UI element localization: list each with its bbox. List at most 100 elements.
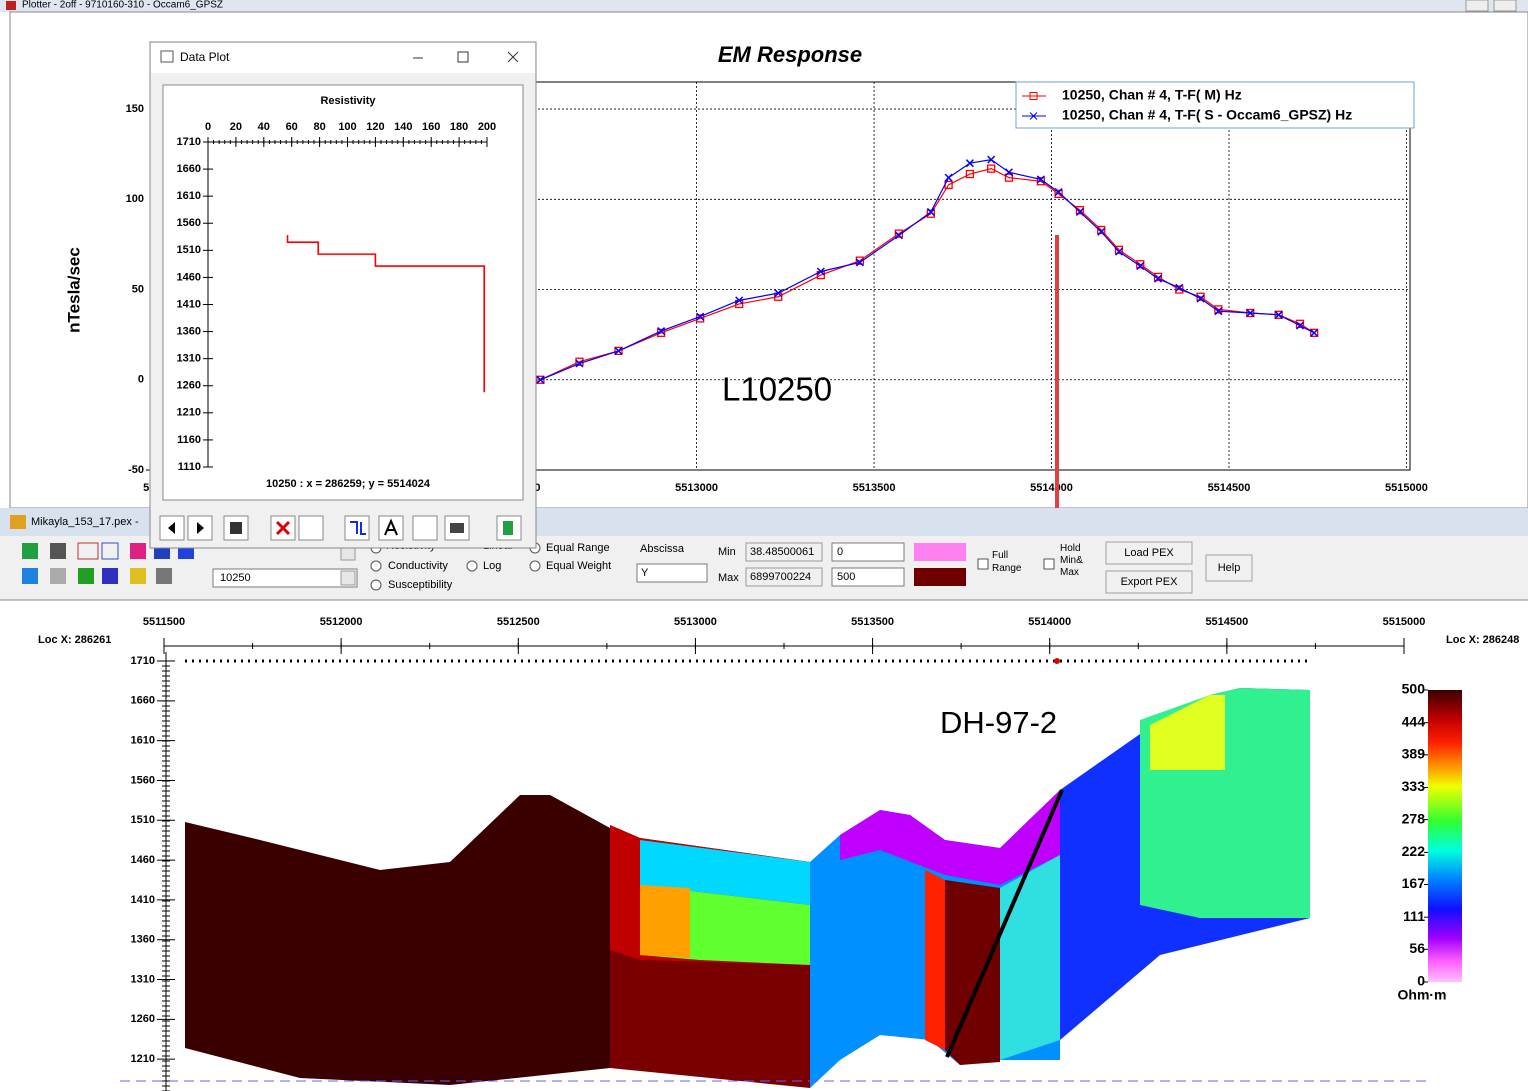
icon bbox=[168, 522, 175, 534]
section-image bbox=[185, 688, 1310, 1088]
max-color[interactable] bbox=[914, 568, 966, 586]
line-select[interactable] bbox=[212, 568, 358, 588]
icon bbox=[197, 522, 204, 534]
restore-button[interactable] bbox=[1493, 0, 1517, 12]
chart-title: EM Response bbox=[718, 42, 862, 67]
data-max-field bbox=[745, 567, 823, 587]
x-tick-label: 5512500 bbox=[497, 616, 540, 628]
annotation: DH-97-2 bbox=[940, 705, 1057, 740]
colorbar-label: 222 bbox=[1402, 843, 1426, 859]
marker bbox=[926, 207, 935, 216]
marker bbox=[696, 312, 705, 321]
marker bbox=[926, 209, 935, 218]
drillhole bbox=[945, 789, 1064, 1058]
selected-station bbox=[1054, 658, 1060, 664]
colorbar-label: 389 bbox=[1402, 746, 1426, 762]
y-tick-label: 1610 bbox=[131, 735, 155, 747]
help-button[interactable] bbox=[1205, 554, 1253, 582]
range-min-field[interactable] bbox=[831, 542, 905, 562]
y-tick-label: 1410 bbox=[131, 894, 155, 906]
colorbar-unit: Ohm·m bbox=[1398, 987, 1447, 1003]
split-button[interactable] bbox=[344, 515, 370, 541]
marker bbox=[965, 159, 974, 168]
icon-button[interactable] bbox=[22, 568, 38, 584]
dropdown-arrow[interactable] bbox=[340, 570, 356, 586]
section-block bbox=[640, 885, 690, 958]
max-label: Max bbox=[718, 572, 739, 584]
legend-marker bbox=[1029, 112, 1038, 120]
marker bbox=[1310, 328, 1319, 337]
icon-button[interactable] bbox=[78, 568, 94, 584]
icon-button[interactable] bbox=[77, 542, 99, 560]
marker bbox=[855, 258, 864, 267]
x-tick-label: 5514000 bbox=[1028, 616, 1071, 628]
range-max: 500 bbox=[837, 571, 855, 583]
marker bbox=[575, 359, 584, 368]
marker bbox=[944, 173, 953, 182]
marker bbox=[614, 346, 623, 355]
y-tick-label: 1410 bbox=[177, 298, 201, 310]
abscissa-select[interactable] bbox=[636, 563, 708, 583]
minimize-button[interactable] bbox=[1465, 0, 1489, 12]
icon bbox=[275, 520, 291, 536]
min-color[interactable] bbox=[914, 543, 966, 561]
marker bbox=[987, 164, 996, 173]
x-tick-label: 5512000 bbox=[320, 616, 363, 628]
x-tick-label: 5515000 bbox=[1383, 616, 1426, 628]
radio[interactable] bbox=[466, 560, 478, 572]
export-button[interactable] bbox=[1105, 570, 1193, 594]
icon bbox=[350, 521, 366, 535]
icon-button[interactable] bbox=[130, 543, 146, 559]
y-tick-label: 1210 bbox=[177, 407, 201, 419]
annotation: L10250 bbox=[722, 371, 832, 408]
marker bbox=[1004, 168, 1013, 177]
marker bbox=[1004, 173, 1014, 182]
marker bbox=[1196, 294, 1205, 303]
grid-button[interactable] bbox=[412, 515, 438, 541]
y-tick-label: 1110 bbox=[178, 461, 201, 473]
checkbox[interactable] bbox=[1043, 558, 1055, 570]
colorbar-label: 56 bbox=[1409, 940, 1425, 956]
radio[interactable] bbox=[370, 560, 382, 572]
range-max-field[interactable] bbox=[831, 567, 905, 587]
marker bbox=[735, 296, 744, 305]
min-label: Min bbox=[718, 546, 736, 558]
app-icon bbox=[6, 1, 16, 10]
dialog-title: Data Plot bbox=[180, 50, 230, 64]
undo-button[interactable] bbox=[298, 515, 324, 541]
icon-button[interactable] bbox=[101, 542, 119, 560]
icon-button[interactable] bbox=[130, 568, 146, 584]
icon-button[interactable] bbox=[102, 568, 118, 584]
colorbar-label: 444 bbox=[1402, 713, 1426, 729]
icon-button[interactable] bbox=[50, 568, 66, 584]
radio[interactable] bbox=[370, 579, 382, 591]
y-tick-label: 1460 bbox=[131, 854, 155, 866]
icon-button[interactable] bbox=[156, 568, 172, 584]
x-tick-label: 5514500 bbox=[1205, 616, 1248, 628]
close-button[interactable] bbox=[507, 51, 519, 63]
maximize-button[interactable] bbox=[457, 51, 469, 63]
data-plot-dialog: Data Plot Resistivity 10250 : x = 286259… bbox=[149, 41, 537, 549]
x-tick-label: 5513000 bbox=[675, 482, 718, 494]
checkbox[interactable] bbox=[977, 558, 989, 570]
x-tick-label: 5513500 bbox=[853, 482, 896, 494]
radio[interactable] bbox=[529, 560, 541, 572]
y-tick-label: 50 bbox=[132, 283, 144, 295]
icon-button[interactable] bbox=[22, 543, 38, 559]
y-tick-label: 1360 bbox=[177, 325, 201, 337]
x-tick-label: 160 bbox=[422, 121, 440, 133]
help-label: Help bbox=[1218, 562, 1241, 574]
x-tick-label: 5513500 bbox=[851, 616, 894, 628]
y-tick-label: 1710 bbox=[177, 136, 201, 148]
x-tick-label: 200 bbox=[478, 121, 496, 133]
dialog-toolbar bbox=[159, 515, 522, 541]
y-tick-label: 100 bbox=[126, 193, 144, 205]
icon-button[interactable] bbox=[50, 543, 66, 559]
marker bbox=[1153, 274, 1163, 283]
x-tick-label: 5511500 bbox=[143, 616, 185, 628]
abscissa-value: Y bbox=[641, 567, 649, 579]
y-tick-label: 1460 bbox=[177, 271, 201, 283]
load-button[interactable] bbox=[1105, 541, 1193, 565]
loc-left: Loc X: 286261 bbox=[38, 634, 111, 646]
